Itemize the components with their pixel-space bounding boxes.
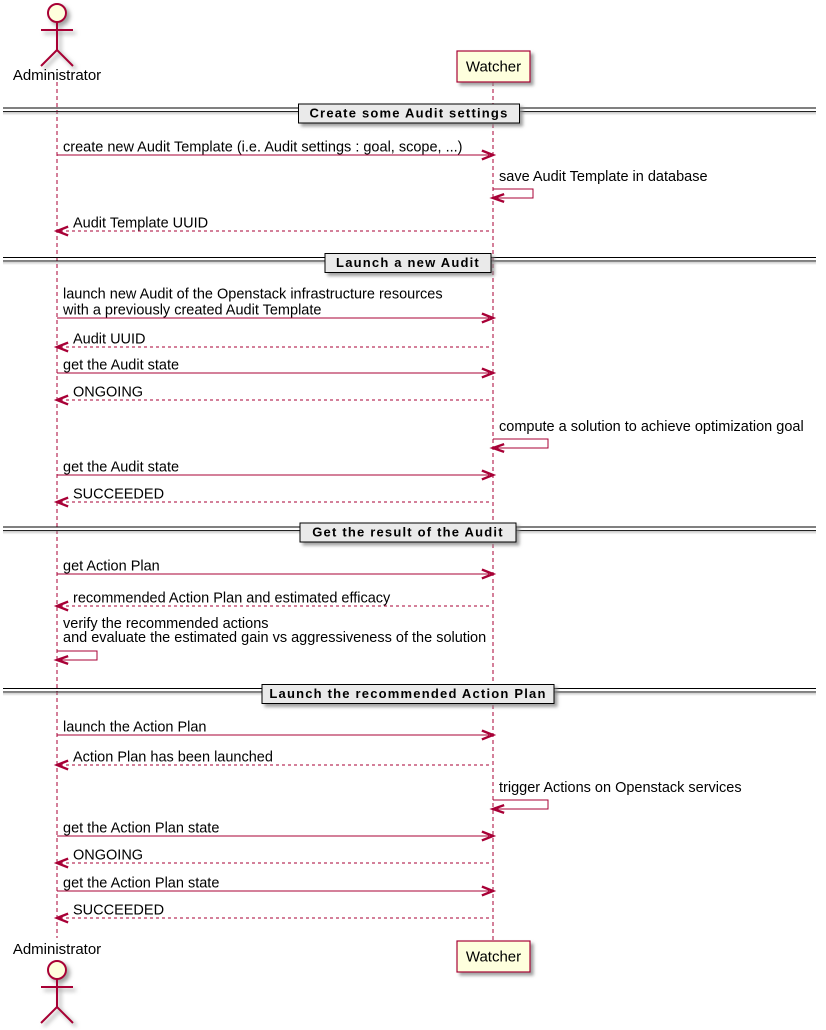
svg-text:SUCCEEDED: SUCCEEDED <box>73 903 164 919</box>
svg-text:create new Audit Template (i.e: create new Audit Template (i.e. Audit se… <box>63 140 463 156</box>
svg-text:ONGOING: ONGOING <box>73 385 143 401</box>
svg-text:launch new Audit of the Openst: launch new Audit of the Openstack infras… <box>63 287 443 303</box>
svg-text:launch the Action Plan: launch the Action Plan <box>63 720 207 736</box>
svg-text:get the Audit state: get the Audit state <box>63 460 179 476</box>
svg-text:Audit Template UUID: Audit Template UUID <box>73 216 208 232</box>
svg-text:Action Plan has been launched: Action Plan has been launched <box>73 750 273 766</box>
svg-text:Launch the recommended Action: Launch the recommended Action Plan <box>269 686 546 701</box>
svg-text:Watcher: Watcher <box>466 949 521 966</box>
svg-text:save Audit Template in databas: save Audit Template in database <box>499 169 708 185</box>
svg-text:trigger Actions on Openstack s: trigger Actions on Openstack services <box>499 780 742 796</box>
svg-text:recommended Action Plan and es: recommended Action Plan and estimated ef… <box>73 591 391 607</box>
svg-text:Create some Audit settings: Create some Audit settings <box>309 106 508 121</box>
svg-text:get Action Plan: get Action Plan <box>63 559 160 575</box>
svg-text:Get the result of the Audit: Get the result of the Audit <box>312 525 504 540</box>
svg-text:compute a solution to achieve: compute a solution to achieve optimizati… <box>499 419 804 435</box>
svg-text:Audit UUID: Audit UUID <box>73 332 146 348</box>
svg-text:get the Action Plan state: get the Action Plan state <box>63 821 219 837</box>
svg-text:get the Audit state: get the Audit state <box>63 358 179 374</box>
svg-text:Launch a new Audit: Launch a new Audit <box>336 255 480 270</box>
svg-text:get the Action Plan state: get the Action Plan state <box>63 876 219 892</box>
svg-text:Administrator: Administrator <box>13 67 101 84</box>
svg-text:Watcher: Watcher <box>466 59 521 76</box>
svg-text:and evaluate the estimated gai: and evaluate the estimated gain vs aggre… <box>63 630 486 646</box>
svg-text:Administrator: Administrator <box>13 941 101 958</box>
svg-text:ONGOING: ONGOING <box>73 848 143 864</box>
svg-text:with a previously created Audi: with a previously created Audit Template <box>62 303 321 319</box>
svg-text:SUCCEEDED: SUCCEEDED <box>73 487 164 503</box>
